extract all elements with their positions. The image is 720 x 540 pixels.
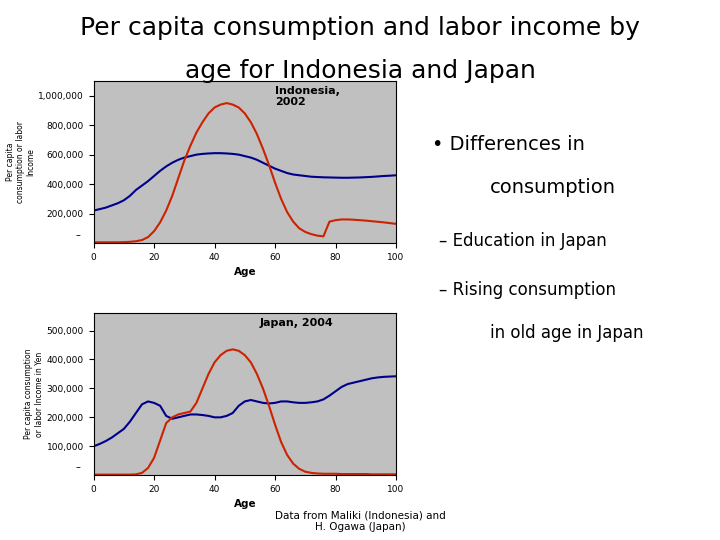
Text: Per capita consumption and labor income by: Per capita consumption and labor income … <box>80 16 640 40</box>
Text: consumption: consumption <box>490 178 616 197</box>
Text: – Rising consumption: – Rising consumption <box>439 281 616 299</box>
Text: –: – <box>75 230 80 240</box>
Text: Data from Maliki (Indonesia) and
H. Ogawa (Japan): Data from Maliki (Indonesia) and H. Ogaw… <box>274 510 446 532</box>
Text: • Differences in: • Differences in <box>432 135 585 154</box>
X-axis label: Age: Age <box>233 500 256 509</box>
X-axis label: Age: Age <box>233 267 256 277</box>
Text: age for Indonesia and Japan: age for Indonesia and Japan <box>184 59 536 83</box>
Y-axis label: Per capita
consumption or labor
Income: Per capita consumption or labor Income <box>6 121 35 203</box>
Text: Indonesia,
2002: Indonesia, 2002 <box>275 86 340 107</box>
Text: –: – <box>75 462 80 472</box>
Text: in old age in Japan: in old age in Japan <box>490 324 643 342</box>
Y-axis label: Per capita consumption
or labor Income in Yen: Per capita consumption or labor Income i… <box>24 349 44 440</box>
Text: – Education in Japan: – Education in Japan <box>439 232 607 250</box>
Text: Japan, 2004: Japan, 2004 <box>260 318 333 328</box>
